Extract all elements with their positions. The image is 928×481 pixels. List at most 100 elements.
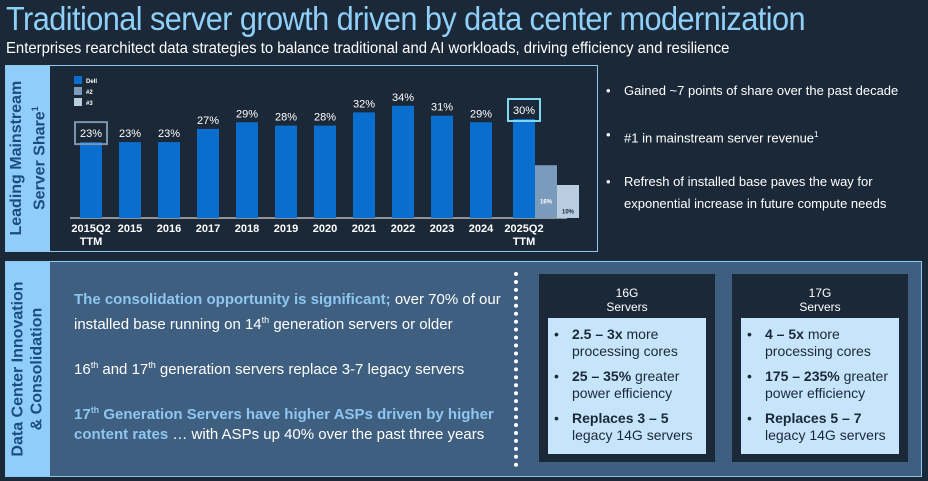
legend-label: Dell xyxy=(86,79,97,85)
card-16g-servers: 16G Servers • 2.5 – 3x more processing co… xyxy=(539,274,715,462)
bullet-icon: • xyxy=(554,326,559,342)
ordinal-suffix: th xyxy=(148,360,156,370)
x-tick-label: 2015 xyxy=(118,223,142,235)
bar-value-label: 31% xyxy=(431,102,453,114)
card-item-text: legacy 14G servers xyxy=(765,427,886,443)
consolidation-panel: Data Center Innovation & Consolidation T… xyxy=(5,261,922,477)
card-title-line1: 16G xyxy=(615,286,639,300)
card-item-bold: Replaces 5 – 7 xyxy=(765,410,862,426)
key-point: • Gained ~7 points of share over the pas… xyxy=(606,80,926,102)
card-item-text: greater power efficiency xyxy=(572,368,680,401)
bar-dell xyxy=(431,115,453,218)
replacement-paragraph: 16th and 17th generation servers replace… xyxy=(74,355,504,380)
side-label-line2: & Consolidation xyxy=(29,307,47,431)
bar-value-label: 29% xyxy=(470,108,492,120)
legend-swatch-rank2 xyxy=(74,87,82,95)
bullet-icon: • xyxy=(606,174,611,190)
key-point-text: Refresh of installed base paves the way … xyxy=(624,174,887,212)
bar-dell xyxy=(392,105,414,218)
side-label-line1: Data Center Innovation xyxy=(10,281,28,457)
card-title: 17G Servers xyxy=(732,274,908,318)
page-subtitle: Enterprises rearchitect data strategies … xyxy=(6,40,730,57)
highlight-box xyxy=(507,98,541,122)
body-text: and 17 xyxy=(98,361,149,378)
legend-label: #3 xyxy=(86,101,93,107)
x-tick-label: 2018 xyxy=(235,223,259,235)
legend-label: #2 xyxy=(86,90,93,96)
x-tick-label: 2025Q2 xyxy=(504,223,543,235)
asp-paragraph: 17th Generation Servers have higher ASPs… xyxy=(74,400,504,445)
x-tick-label: 2016 xyxy=(157,223,181,235)
dotted-divider xyxy=(514,272,518,467)
x-tick-label: 2023 xyxy=(430,223,454,235)
page-title: Traditional server growth driven by data… xyxy=(6,0,806,37)
card-item-bold: 175 – 235% xyxy=(765,368,840,384)
consolidation-paragraph: The consolidation opportunity is signifi… xyxy=(74,290,504,335)
bullet-icon: • xyxy=(606,83,611,98)
bullet-icon: • xyxy=(747,410,752,426)
key-point: • Refresh of installed base paves the wa… xyxy=(606,171,926,215)
bar-rank2 xyxy=(535,165,557,218)
bar-value-label: 34% xyxy=(392,92,414,104)
server-share-panel: Leading Mainstream Server Share1 Dell #2 #… xyxy=(5,65,598,252)
legend-swatch-rank3 xyxy=(74,98,82,106)
bar-dell xyxy=(353,112,375,218)
x-tick-label: TTM xyxy=(80,236,103,248)
bar-dell xyxy=(275,125,297,218)
bullet-icon: • xyxy=(747,368,752,384)
bar-dell xyxy=(513,119,535,218)
x-tick-label: TTM xyxy=(513,236,536,248)
body-text: generation servers or older xyxy=(269,316,453,333)
bullet-icon: • xyxy=(606,127,611,142)
bar-value-label: 29% xyxy=(236,108,258,120)
bar-dell xyxy=(314,125,336,218)
bar-value-label: 28% xyxy=(314,112,336,124)
card-item-text: more processing cores xyxy=(572,326,678,359)
key-point: • #1 in mainstream server revenue1 xyxy=(606,124,926,149)
footnote-marker: 1 xyxy=(814,130,819,139)
card-item: • Replaces 3 – 5 legacy 14G servers xyxy=(554,410,700,444)
server-share-bar-chart: Dell#2#323%2015Q2TTM23%201523%201627%201… xyxy=(70,76,579,248)
body-text: … with ASPs up 40% over the past three y… xyxy=(168,426,485,443)
highlight-box xyxy=(74,121,108,146)
x-tick-label: 2021 xyxy=(352,223,376,235)
card-17g-servers: 17G Servers • 4 – 5x more processing core… xyxy=(732,274,908,462)
x-tick-label: 2017 xyxy=(196,223,220,235)
card-item-bold: 4 – 5x xyxy=(765,326,804,342)
x-tick-label: 2022 xyxy=(391,223,415,235)
highlight-text: Generation Servers have higher ASPs driv… xyxy=(74,406,494,443)
body-text: generation servers replace 3-7 legacy se… xyxy=(155,361,465,378)
bullet-icon: • xyxy=(554,410,559,426)
bar-dell xyxy=(119,142,141,218)
card-item: • 175 – 235% greater power efficiency xyxy=(747,368,893,402)
card-body: • 4 – 5x more processing cores • 175 – 235… xyxy=(741,318,899,454)
card-item-text: more processing cores xyxy=(765,326,871,359)
bar-value-label: 32% xyxy=(353,98,375,110)
bar-value-label: 27% xyxy=(197,115,219,127)
body-text: 16 xyxy=(74,361,91,378)
card-item: • 25 – 35% greater power efficiency xyxy=(554,368,700,402)
consolidation-text: The consolidation opportunity is signifi… xyxy=(74,290,504,465)
bar-value-label: 16% xyxy=(540,200,553,206)
bullet-icon: • xyxy=(554,368,559,384)
x-tick-label: 2024 xyxy=(469,223,494,235)
card-title: 16G Servers xyxy=(539,274,715,318)
footnote-marker: 1 xyxy=(29,106,40,112)
key-points-list: • Gained ~7 points of share over the pas… xyxy=(606,80,926,237)
card-title-line1: 17G xyxy=(808,286,832,300)
bar-value-label: 23% xyxy=(80,128,102,140)
card-item-bold: Replaces 3 – 5 xyxy=(572,410,669,426)
bullet-icon: • xyxy=(747,326,752,342)
highlight-text: 17 xyxy=(74,406,91,423)
x-tick-label: 2015Q2 xyxy=(71,223,110,235)
card-title-line2: Servers xyxy=(799,300,841,314)
ordinal-suffix: th xyxy=(261,315,270,325)
x-tick-label: 2019 xyxy=(274,223,298,235)
ordinal-suffix: th xyxy=(90,360,99,370)
card-item-bold: 2.5 – 3x xyxy=(572,326,623,342)
side-label-line1: Leading Mainstream xyxy=(7,81,25,236)
bar-dell xyxy=(80,142,102,218)
bar-dell xyxy=(197,128,219,218)
card-item-bold: 25 – 35% xyxy=(572,368,632,384)
ordinal-suffix: th xyxy=(90,405,100,415)
